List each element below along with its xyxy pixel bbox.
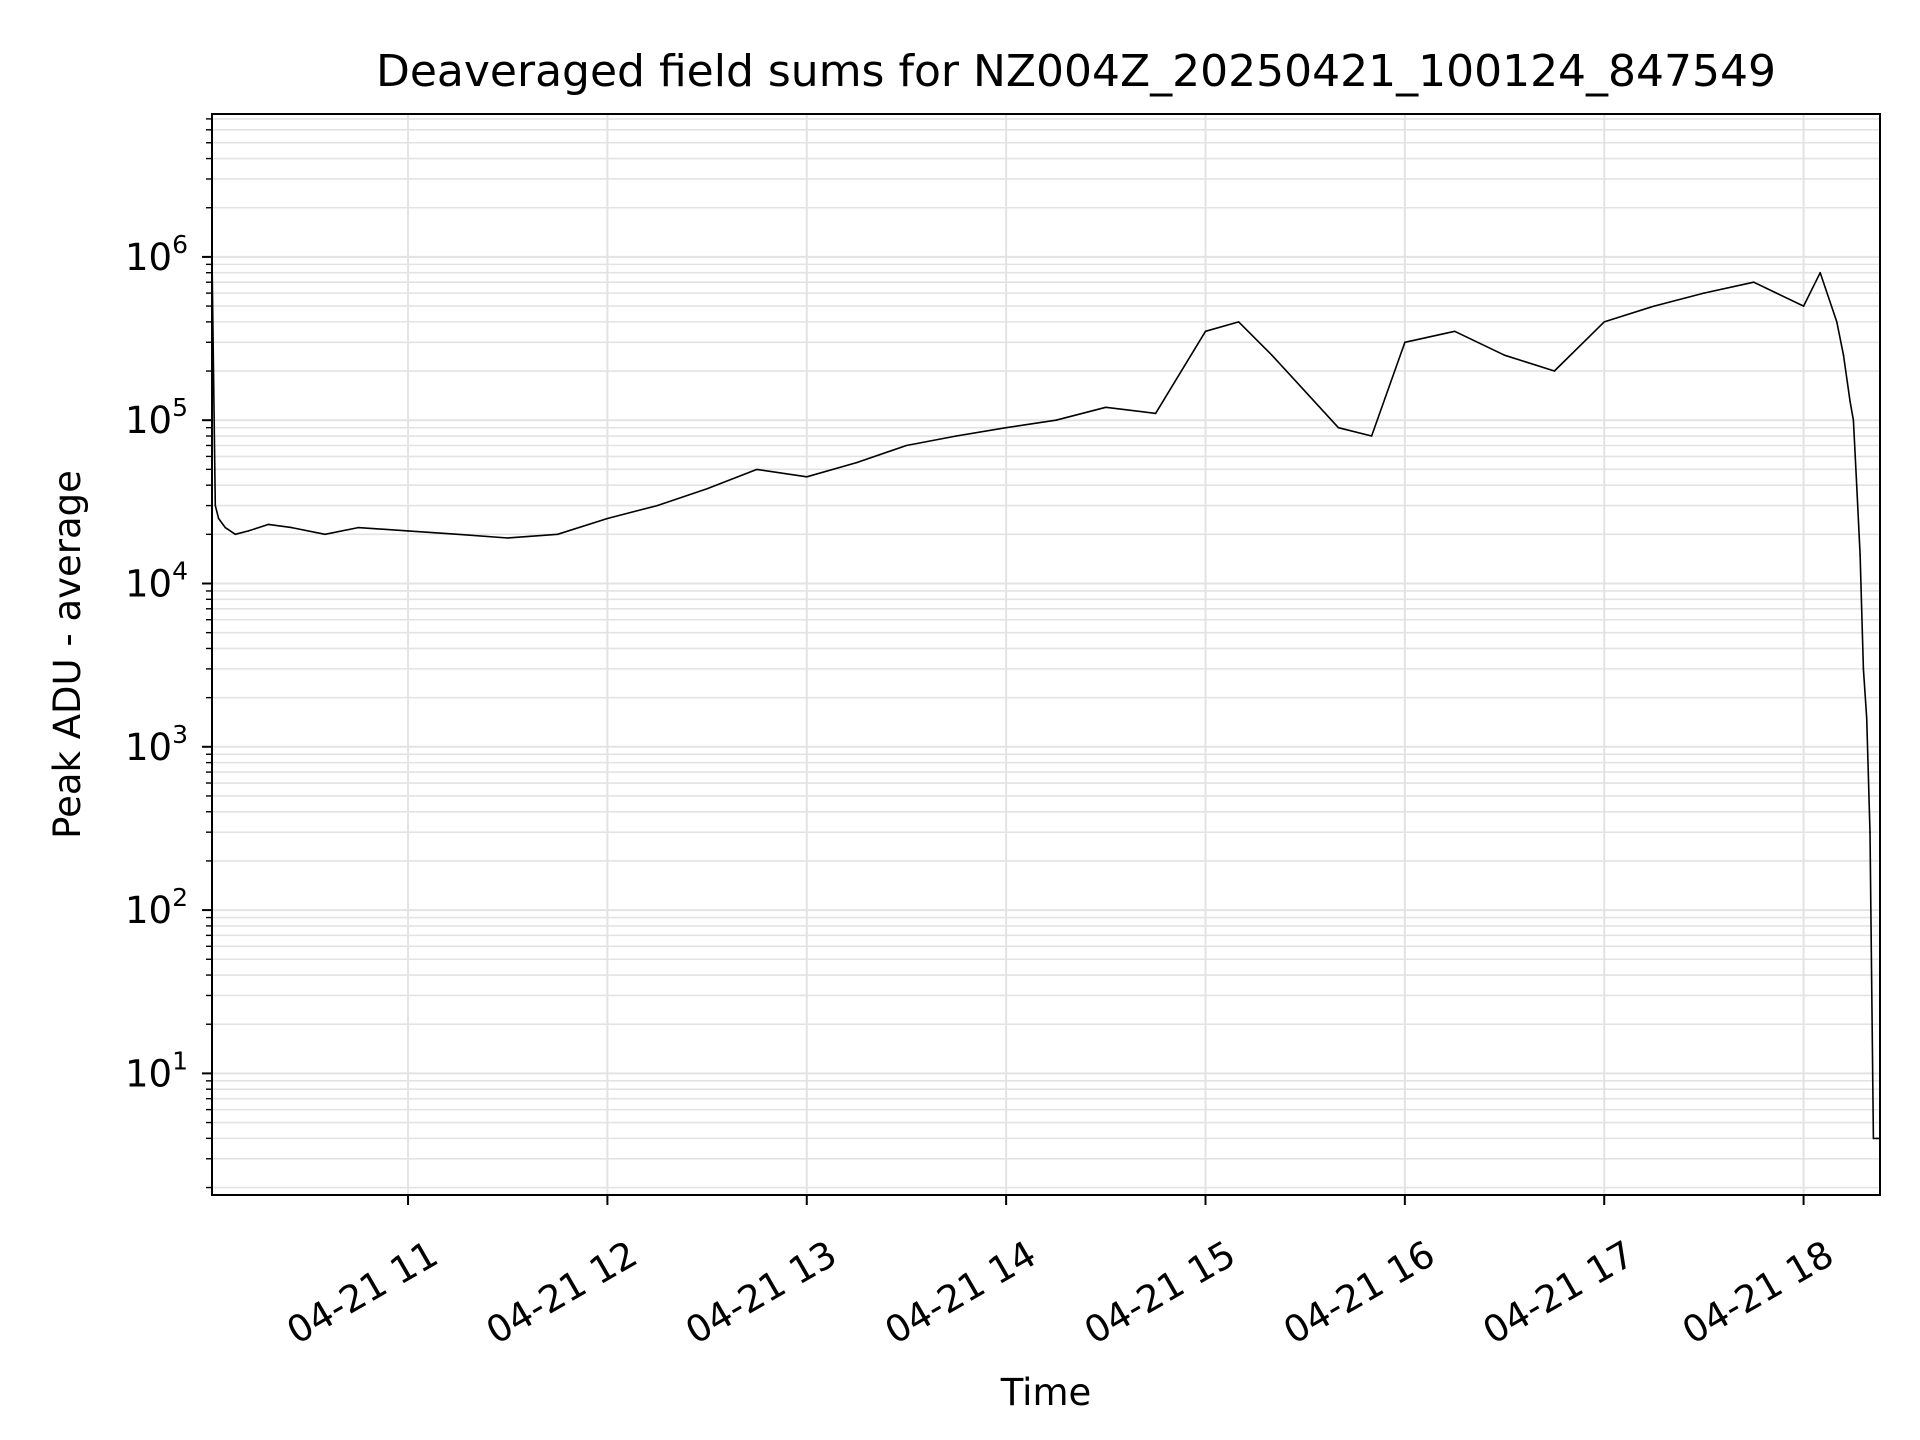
data-point: [1855, 484, 1858, 487]
y-tick-label: 102: [125, 883, 188, 932]
axis-ticks: 101 102 103 104 105 106 04-21 11 04-21 12 04-21 …: [125, 118, 1841, 1353]
data-point: [1154, 412, 1157, 415]
data-point: [1875, 1137, 1878, 1140]
y-tick-label: 106: [125, 230, 188, 279]
data-point: [324, 533, 326, 536]
data-point: [407, 530, 409, 532]
plot-frame: [211, 113, 1881, 1196]
data-point: [1005, 426, 1007, 429]
data-point: [1865, 717, 1868, 719]
x-tick-label: 04-21 11: [280, 1232, 446, 1352]
data-point: [1237, 321, 1240, 323]
data-point: [706, 488, 708, 490]
data-point: [1872, 1137, 1875, 1140]
data-point: [1204, 330, 1207, 333]
data-point: [1869, 831, 1871, 833]
data-point: [1842, 354, 1845, 357]
data-point: [1337, 426, 1340, 429]
data-point: [357, 526, 360, 529]
data-point: [217, 517, 220, 520]
data-point: [1370, 435, 1373, 437]
data-point: [1653, 305, 1655, 307]
data-point: [267, 523, 270, 526]
data-point: [224, 526, 227, 529]
grid-lines: [212, 114, 1880, 1195]
series-layer: [211, 256, 1881, 1140]
data-point: [1836, 321, 1838, 323]
x-tick-label: 04-21 18: [1675, 1232, 1841, 1352]
data-point: [1862, 668, 1865, 670]
x-tick-label: 04-21 17: [1476, 1232, 1642, 1352]
data-point: [756, 468, 758, 471]
x-tick-label: 04-21 14: [878, 1232, 1044, 1352]
x-tick-label: 04-21 16: [1276, 1232, 1442, 1352]
data-point: [1271, 354, 1273, 357]
data-point: [1752, 281, 1755, 284]
y-tick-label: 105: [125, 393, 188, 442]
data-point: [1859, 553, 1861, 556]
x-tick-label: 04-21 13: [678, 1232, 844, 1352]
data-point: [457, 533, 459, 536]
data-point: [1453, 330, 1456, 333]
data-point: [1105, 406, 1107, 409]
data-point: [905, 444, 908, 447]
data-point: [656, 504, 658, 507]
y-tick-label: 104: [125, 556, 188, 605]
x-tick-label: 04-21 12: [479, 1232, 645, 1352]
data-point: [290, 526, 293, 529]
data-point: [1304, 390, 1306, 393]
data-point: [556, 533, 559, 536]
data-point: [506, 537, 509, 539]
chart-title: Deaveraged field sums for NZ004Z_2025042…: [376, 46, 1776, 97]
x-tick-label: 04-21 15: [1077, 1232, 1243, 1352]
data-point: [1819, 271, 1821, 274]
data-point: [806, 476, 808, 478]
data-point: [1503, 354, 1506, 357]
data-point: [214, 504, 217, 507]
data-point: [1852, 419, 1855, 422]
x-axis-label: Time: [1000, 1371, 1092, 1414]
data-point: [1055, 419, 1057, 422]
data-point: [1603, 321, 1605, 323]
data-point: [234, 533, 237, 536]
data-point: [247, 530, 250, 532]
data-point: [1849, 400, 1851, 403]
data-point: [1404, 341, 1406, 344]
data-point: [1553, 370, 1556, 372]
y-tick-label: 103: [125, 720, 188, 769]
y-axis-label: Peak ADU - average: [46, 470, 89, 839]
data-point: [606, 517, 609, 520]
y-tick-label: 101: [125, 1046, 188, 1095]
data-point: [855, 461, 858, 464]
data-point: [1703, 292, 1705, 294]
data-point: [1802, 305, 1805, 307]
data-series-line: [211, 256, 1880, 1140]
data-point: [955, 435, 958, 437]
